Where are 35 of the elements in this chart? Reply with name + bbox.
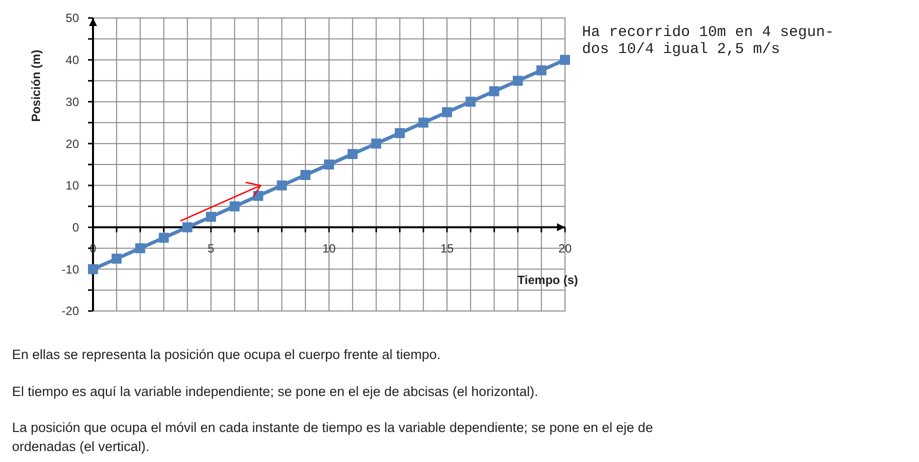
- point: [536, 65, 546, 76]
- point: [442, 107, 452, 118]
- text: En ellas se representa la posición que ocupa el cuerpo frente al tiempo.: [12, 347, 441, 362]
- point: [466, 96, 476, 107]
- point: [371, 138, 382, 149]
- point: [324, 160, 334, 170]
- text: La posición que ocupa el móvil en cada instante de tiempo es la variable dependiente; se pone en el eje de ordenadas (el vertical).: [12, 420, 653, 454]
- y-tick-label: 0: [72, 220, 80, 234]
- y-tick-label: 10: [66, 178, 80, 193]
- y-tick-label: -20: [62, 304, 80, 318]
- point: [276, 180, 287, 190]
- point: [112, 254, 122, 264]
- y-tick-label: 30: [66, 94, 80, 109]
- y-tick-label: 20: [66, 136, 80, 151]
- point: [182, 222, 192, 232]
- y-tick-label: -10: [62, 262, 80, 276]
- point: [512, 76, 523, 86]
- point: [88, 264, 98, 274]
- point: [135, 243, 146, 254]
- point: [158, 232, 169, 243]
- y-tick-label: 40: [66, 53, 80, 68]
- point: [489, 86, 500, 96]
- y-axis-title: Posición (m): [29, 50, 43, 122]
- text: Ha recorrido 10m en 4 segun- dos 10/4 igual 2,5 m/s: [582, 24, 834, 58]
- point: [418, 118, 428, 128]
- point: [230, 201, 240, 212]
- y-tick-label: 50: [66, 11, 80, 26]
- point: [348, 149, 358, 160]
- text: El tiempo es aquí la variable independiente; se pone en el eje de abcisas (el horizontal).: [12, 384, 538, 399]
- point: [253, 190, 264, 201]
- point: [300, 170, 310, 180]
- point: [394, 128, 405, 138]
- point: [560, 54, 570, 65]
- x-axis-title: Tiempo (s): [518, 273, 578, 287]
- point: [206, 212, 216, 222]
